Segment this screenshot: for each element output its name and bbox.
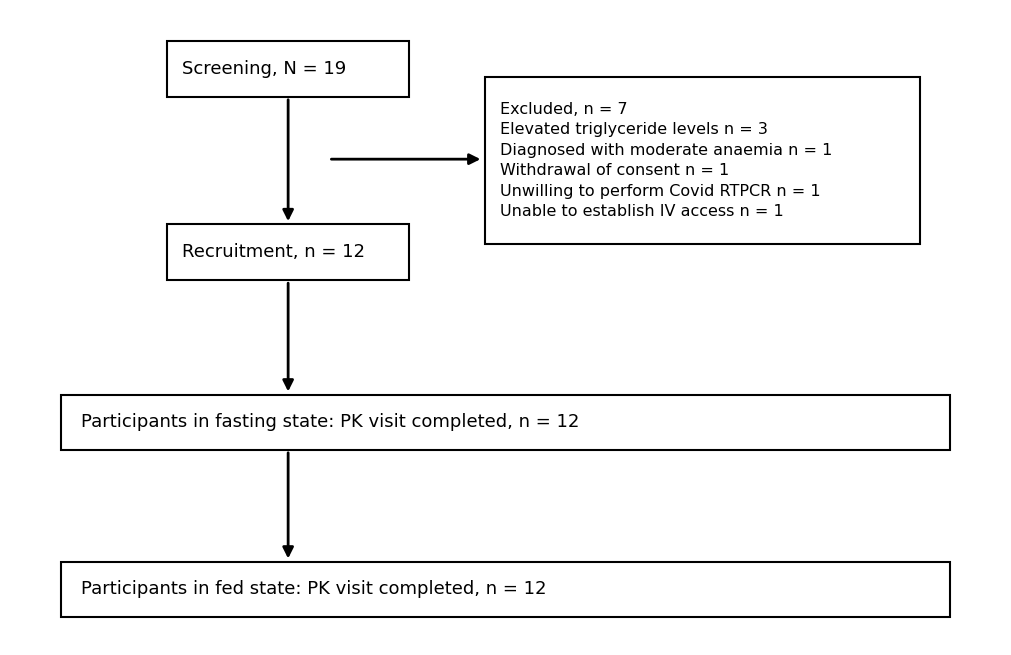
FancyBboxPatch shape: [61, 394, 950, 451]
Text: Participants in fed state: PK visit completed, n = 12: Participants in fed state: PK visit comp…: [81, 580, 546, 599]
FancyBboxPatch shape: [167, 41, 409, 96]
FancyBboxPatch shape: [485, 77, 920, 244]
Text: Participants in fasting state: PK visit completed, n = 12: Participants in fasting state: PK visit …: [81, 413, 579, 432]
FancyBboxPatch shape: [61, 561, 950, 617]
FancyBboxPatch shape: [167, 224, 409, 280]
Text: Recruitment, n = 12: Recruitment, n = 12: [182, 243, 365, 261]
Text: Excluded, n = 7
Elevated triglyceride levels n = 3
Diagnosed with moderate anaem: Excluded, n = 7 Elevated triglyceride le…: [500, 102, 833, 219]
Text: Screening, N = 19: Screening, N = 19: [182, 60, 346, 78]
